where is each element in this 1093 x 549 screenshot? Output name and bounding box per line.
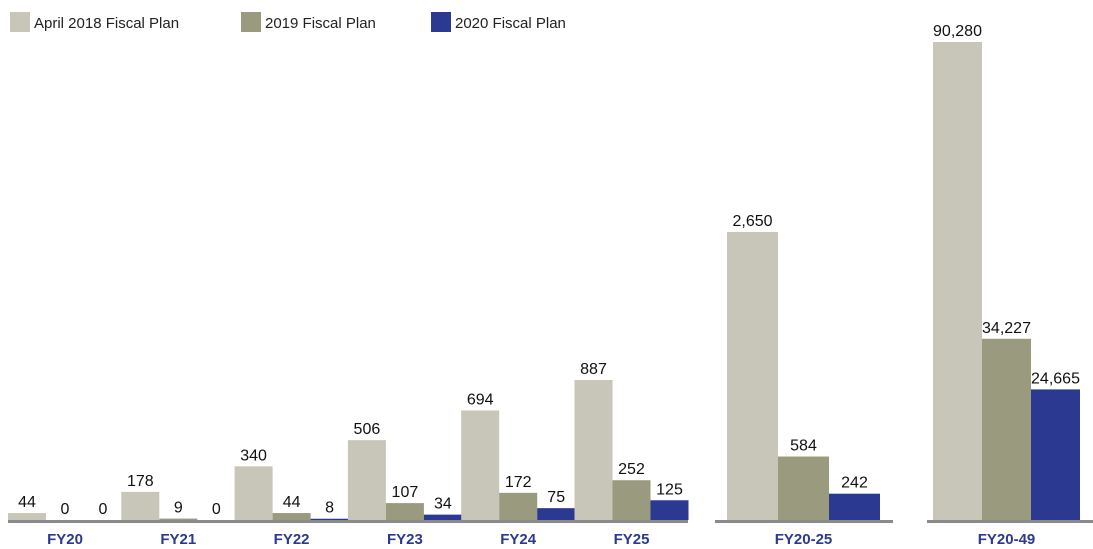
value-label: 125 <box>656 481 683 498</box>
bar <box>347 440 386 520</box>
category-label: FY20-49 <box>978 531 1036 548</box>
bar <box>461 410 500 520</box>
legend-swatch <box>431 12 451 32</box>
bar <box>933 42 982 520</box>
bar <box>159 518 198 520</box>
value-label: 44 <box>18 494 36 511</box>
bar <box>650 500 689 520</box>
value-label: 0 <box>61 501 70 518</box>
bar <box>234 466 273 520</box>
value-label: 107 <box>392 484 419 501</box>
value-label: 75 <box>547 489 565 506</box>
bar <box>423 514 462 520</box>
value-label: 178 <box>127 473 154 490</box>
bar <box>537 508 576 520</box>
value-label: 34 <box>434 496 452 513</box>
category-label: FY22 <box>274 531 310 548</box>
value-label: 0 <box>99 501 108 518</box>
legend-swatch <box>241 12 261 32</box>
bar <box>829 493 880 520</box>
value-label: 694 <box>467 391 494 408</box>
value-label: 0 <box>212 501 221 518</box>
bar <box>574 380 613 520</box>
value-label: 252 <box>618 461 645 478</box>
bar <box>310 518 349 520</box>
bar <box>982 338 1031 520</box>
value-label: 887 <box>580 361 607 378</box>
category-label: FY20-25 <box>775 531 833 548</box>
legend-label: 2020 Fiscal Plan <box>455 15 566 32</box>
value-label: 8 <box>325 500 334 517</box>
legend-label: April 2018 Fiscal Plan <box>34 15 179 32</box>
legend-swatch <box>10 12 30 32</box>
category-label: FY25 <box>614 531 650 548</box>
value-label: 9 <box>174 500 183 517</box>
value-label: 340 <box>240 447 267 464</box>
category-label: FY20 <box>47 531 83 548</box>
category-label: FY24 <box>500 531 537 548</box>
value-label: 2,650 <box>732 213 772 230</box>
value-label: 242 <box>841 475 868 492</box>
bar <box>385 503 424 520</box>
bar <box>272 513 311 520</box>
bar <box>1031 389 1080 520</box>
value-label: 172 <box>505 474 532 491</box>
legend-label: 2019 Fiscal Plan <box>265 15 376 32</box>
value-label: 584 <box>790 438 817 455</box>
category-label: FY23 <box>387 531 423 548</box>
value-label: 24,665 <box>1031 370 1080 387</box>
value-label: 90,280 <box>933 23 982 40</box>
bar <box>121 491 160 520</box>
category-label: FY21 <box>160 531 196 548</box>
value-label: 44 <box>283 494 301 511</box>
bar <box>612 480 651 520</box>
bar <box>8 513 46 520</box>
value-label: 34,227 <box>982 320 1031 337</box>
bar <box>727 232 778 520</box>
bar <box>778 456 829 520</box>
value-label: 506 <box>354 421 381 438</box>
bar <box>499 492 538 520</box>
